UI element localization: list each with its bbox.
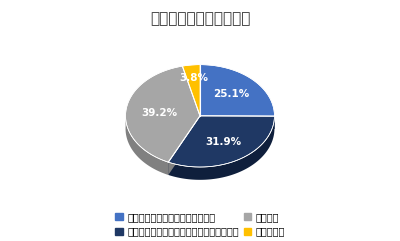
Polygon shape [168,129,200,175]
Polygon shape [168,116,274,180]
Polygon shape [200,65,274,116]
Polygon shape [126,114,168,175]
Polygon shape [200,116,274,129]
Polygon shape [200,116,274,129]
Text: 25.1%: 25.1% [214,89,250,99]
Text: 3.8%: 3.8% [179,73,208,83]
Legend: 知っていて、具体的に説明できる, なんとなく知っているが、説明はできない, 知らない, わからない: 知っていて、具体的に説明できる, なんとなく知っているが、説明はできない, 知ら… [116,212,284,237]
Polygon shape [182,65,200,116]
Text: オンライン結婚式　認知: オンライン結婚式 認知 [150,11,250,26]
Polygon shape [168,129,200,175]
Text: 31.9%: 31.9% [206,137,242,147]
Text: 39.2%: 39.2% [141,108,177,118]
Polygon shape [126,66,200,162]
Polygon shape [168,116,274,167]
